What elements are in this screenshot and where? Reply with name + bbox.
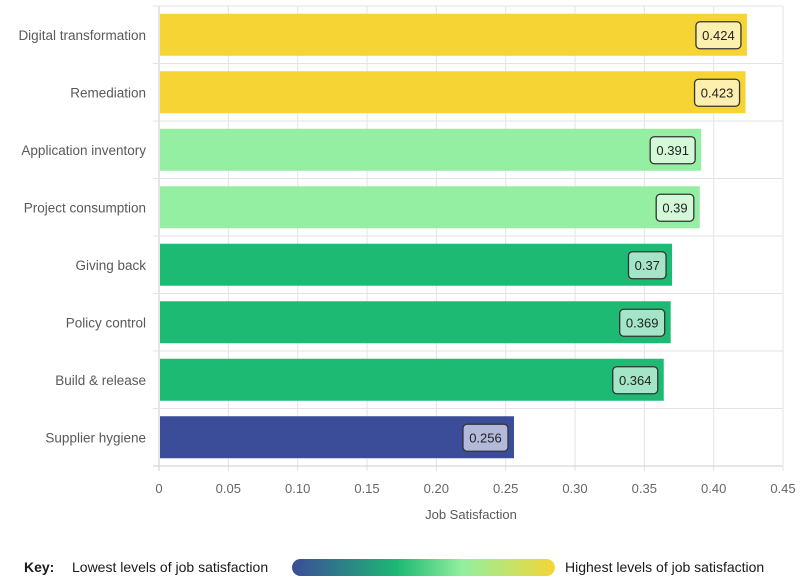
bar bbox=[160, 416, 514, 459]
x-tick-label: 0.15 bbox=[354, 481, 379, 496]
value-label-box bbox=[649, 136, 696, 165]
value-label: 0.369 bbox=[626, 315, 659, 330]
category-label: Project consumption bbox=[24, 200, 146, 215]
bar bbox=[160, 13, 747, 56]
bars: 0.424 0.423 0.391 0.39 0.37 0.369 0.364 0.256 bbox=[160, 13, 747, 459]
bar bbox=[160, 71, 746, 114]
x-tick-label: 0.20 bbox=[424, 481, 449, 496]
category-label: Giving back bbox=[75, 258, 146, 273]
category-label: Remediation bbox=[70, 85, 146, 100]
category-label: Build & release bbox=[55, 373, 146, 388]
x-tick-label: 0.45 bbox=[770, 481, 795, 496]
value-label: 0.39 bbox=[662, 200, 687, 215]
bar bbox=[160, 358, 664, 401]
value-label-box bbox=[655, 193, 695, 222]
category-labels: Digital transformation Remediation Applica… bbox=[18, 28, 146, 446]
x-tick-label: 0.25 bbox=[493, 481, 518, 496]
value-label-box bbox=[612, 366, 659, 395]
bar bbox=[160, 186, 700, 229]
x-tick-label: 0.05 bbox=[216, 481, 241, 496]
value-label: 0.37 bbox=[635, 258, 660, 273]
value-label: 0.364 bbox=[619, 373, 652, 388]
key-gradient-bar bbox=[292, 559, 555, 576]
value-label-box bbox=[695, 21, 742, 50]
x-tick-label: 0.10 bbox=[285, 481, 310, 496]
x-tick-label: 0.30 bbox=[562, 481, 587, 496]
x-tick-label: 0.35 bbox=[632, 481, 657, 496]
key-low-label: Lowest levels of job satisfaction bbox=[72, 559, 269, 575]
bar-chart: 0.424 0.423 0.391 0.39 0.37 0.369 0.364 0.256 D… bbox=[18, 5, 796, 522]
value-label: 0.256 bbox=[469, 430, 502, 445]
value-label: 0.424 bbox=[702, 28, 735, 43]
x-tick-labels: 0 0.05 0.10 0.15 0.20 0.25 0.30 0.35 0.40 0.45 bbox=[155, 481, 795, 496]
color-key: Key: Lowest levels of job satisfaction H… bbox=[0, 551, 800, 581]
x-tick-label: 0 bbox=[155, 481, 162, 496]
key-high-label: Highest levels of job satisfaction bbox=[565, 559, 765, 575]
value-label-box bbox=[619, 308, 666, 337]
value-label: 0.391 bbox=[656, 143, 689, 158]
category-label: Application inventory bbox=[21, 143, 146, 158]
category-label: Policy control bbox=[66, 315, 146, 330]
value-label-box bbox=[627, 251, 667, 280]
bar bbox=[160, 128, 702, 171]
category-label: Supplier hygiene bbox=[45, 430, 146, 445]
value-label-box bbox=[693, 78, 741, 107]
value-label-box bbox=[462, 423, 509, 452]
key-label: Key: bbox=[24, 559, 55, 575]
x-axis-title: Job Satisfaction bbox=[425, 507, 517, 522]
category-label: Digital transformation bbox=[18, 28, 146, 43]
bar bbox=[160, 301, 671, 344]
value-label: 0.423 bbox=[701, 85, 734, 100]
bar bbox=[160, 243, 673, 286]
x-tick-label: 0.40 bbox=[701, 481, 726, 496]
